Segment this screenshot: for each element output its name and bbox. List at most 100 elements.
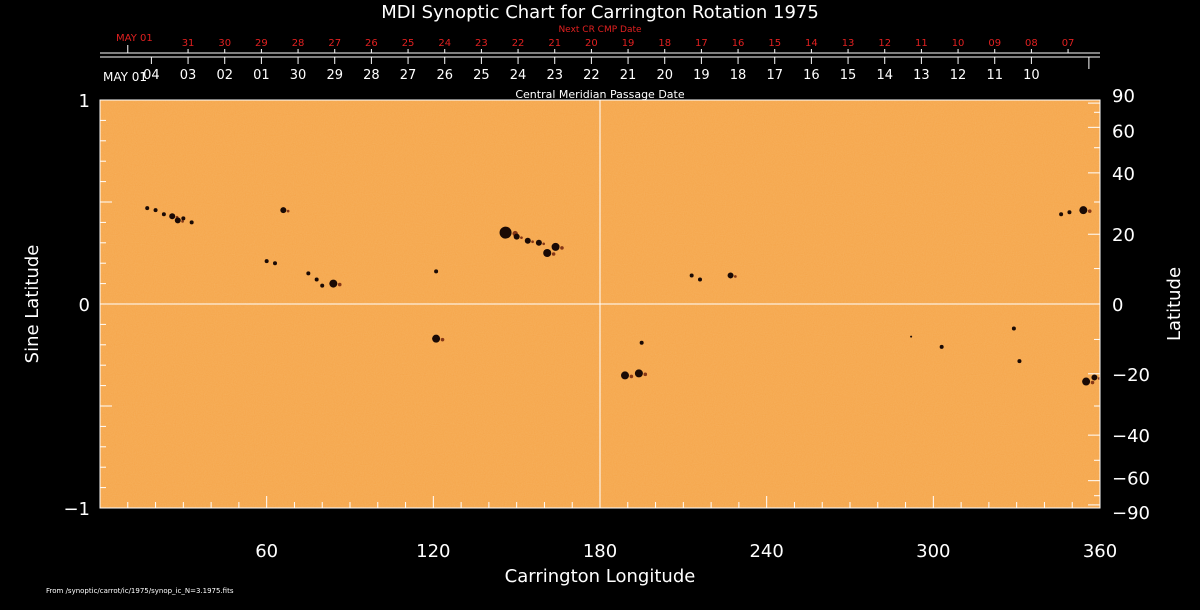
next-date-label: 28 bbox=[292, 38, 305, 49]
sunspot bbox=[161, 212, 166, 217]
sunspot-penumbra bbox=[542, 242, 546, 246]
sunspot bbox=[1079, 206, 1088, 215]
cmp-date-label: 15 bbox=[840, 68, 857, 83]
sunspot bbox=[698, 277, 702, 282]
y-left-tick-label: 1 bbox=[79, 91, 90, 112]
chart-title: MDI Synoptic Chart for Carrington Rotati… bbox=[381, 2, 819, 23]
next-date-label: 24 bbox=[438, 38, 451, 49]
sunspot-penumbra bbox=[560, 246, 564, 250]
sunspot-penumbra bbox=[734, 275, 737, 278]
sunspot bbox=[535, 239, 542, 246]
cmp-date-label: 03 bbox=[180, 68, 197, 83]
sunspot bbox=[1017, 359, 1022, 364]
source-file-note: From /synoptic/carrot/ic/1975/synop_ic_N… bbox=[46, 587, 234, 595]
cmp-date-label: 23 bbox=[546, 68, 563, 83]
sunspot bbox=[551, 242, 560, 251]
next-date-label: 31 bbox=[182, 38, 195, 49]
sunspot bbox=[524, 237, 531, 244]
y-right-tick-label: 60 bbox=[1112, 121, 1135, 142]
sunspot bbox=[939, 344, 944, 349]
sunspot bbox=[634, 369, 643, 378]
y-axis-label-left: Sine Latitude bbox=[22, 245, 43, 364]
next-date-label: 15 bbox=[768, 38, 781, 49]
next-date-label: 07 bbox=[1062, 38, 1075, 49]
sunspot bbox=[434, 269, 439, 274]
sunspot bbox=[513, 233, 520, 240]
cmp-date-label: 18 bbox=[730, 68, 747, 83]
cmp-date-label: 26 bbox=[436, 68, 453, 83]
sunspot bbox=[1011, 326, 1016, 331]
y-left-tick-label: 0 bbox=[79, 295, 90, 316]
cmp-date-label: 22 bbox=[583, 68, 600, 83]
next-date-label: 26 bbox=[365, 38, 378, 49]
cmp-date-label: 01 bbox=[253, 68, 270, 83]
cmp-date-label: 24 bbox=[510, 68, 527, 83]
sunspot bbox=[1067, 210, 1072, 215]
next-date-label: 14 bbox=[805, 38, 818, 49]
cmp-date-label: 29 bbox=[326, 68, 343, 83]
central-meridian-axis-title: Central Meridian Passage Date bbox=[515, 88, 684, 101]
y-right-tick-label: −60 bbox=[1112, 469, 1150, 490]
y-left-tick-label: −1 bbox=[63, 499, 90, 520]
x-tick-label: 300 bbox=[916, 541, 950, 562]
sunspot-penumbra bbox=[181, 220, 184, 223]
sunspot bbox=[1091, 374, 1098, 381]
x-tick-label: 180 bbox=[583, 541, 617, 562]
cmp-date-label: 28 bbox=[363, 68, 380, 83]
cmp-date-label: 04 bbox=[143, 68, 160, 83]
x-tick-label: 360 bbox=[1083, 541, 1117, 562]
y-right-tick-label: 90 bbox=[1112, 86, 1135, 107]
next-date-label: 12 bbox=[878, 38, 891, 49]
sunspot bbox=[314, 277, 319, 282]
sunspot bbox=[689, 273, 694, 278]
next-first-label: MAY 01 bbox=[116, 33, 153, 44]
cmp-date-label: 10 bbox=[1023, 68, 1040, 83]
cmp-date-label: 21 bbox=[620, 68, 637, 83]
next-date-label: 25 bbox=[402, 38, 415, 49]
cmp-date-label: 19 bbox=[693, 68, 710, 83]
y-right-tick-label: 0 bbox=[1112, 295, 1123, 316]
next-date-label: 13 bbox=[842, 38, 855, 49]
cmp-date-label: 27 bbox=[400, 68, 417, 83]
x-tick-label: 120 bbox=[416, 541, 450, 562]
sunspot bbox=[174, 217, 181, 224]
sunspot bbox=[543, 249, 552, 257]
sunspot bbox=[329, 279, 338, 288]
sunspot-penumbra bbox=[629, 374, 634, 379]
y-right-tick-label: −40 bbox=[1112, 426, 1150, 447]
sunspot-penumbra bbox=[286, 209, 290, 213]
sunspot-penumbra bbox=[1090, 380, 1095, 385]
cmp-date-label: 11 bbox=[986, 68, 1003, 83]
next-date-label: 18 bbox=[658, 38, 671, 49]
sunspot-penumbra bbox=[1087, 209, 1092, 213]
y-axis-label-right: Latitude bbox=[1164, 267, 1185, 341]
next-date-label: 22 bbox=[512, 38, 525, 49]
sunspot bbox=[264, 259, 269, 264]
sunspot bbox=[499, 226, 512, 239]
sunspot-penumbra bbox=[520, 236, 523, 240]
sunspot bbox=[153, 208, 158, 213]
cmp-date-label: 20 bbox=[656, 68, 673, 83]
sunspot bbox=[320, 283, 325, 288]
y-right-tick-label: −90 bbox=[1112, 503, 1150, 524]
axes: 60 120 180 240 300 36010−1906040200−20−40−60−… bbox=[63, 33, 1150, 562]
next-date-label: 27 bbox=[328, 38, 341, 49]
cmp-date-label: 17 bbox=[766, 68, 783, 83]
cmp-date-label: 02 bbox=[216, 68, 233, 83]
plot-area bbox=[100, 100, 1101, 508]
y-right-tick-label: 40 bbox=[1112, 164, 1135, 185]
y-right-tick-label: −20 bbox=[1112, 365, 1150, 386]
sunspot-penumbra bbox=[440, 337, 445, 342]
sunspot bbox=[1082, 377, 1091, 386]
next-date-label: 10 bbox=[952, 38, 965, 49]
sunspot-penumbra bbox=[643, 372, 648, 377]
next-rotation-axis-title: Next CR CMP Date bbox=[558, 25, 642, 35]
sunspot-penumbra bbox=[531, 240, 534, 244]
cmp-date-label: 12 bbox=[950, 68, 967, 83]
x-tick-label: 60 bbox=[255, 541, 278, 562]
sunspot bbox=[306, 271, 311, 276]
sunspot bbox=[727, 272, 734, 279]
sunspot-layer bbox=[145, 206, 1101, 386]
sunspot bbox=[910, 335, 913, 338]
